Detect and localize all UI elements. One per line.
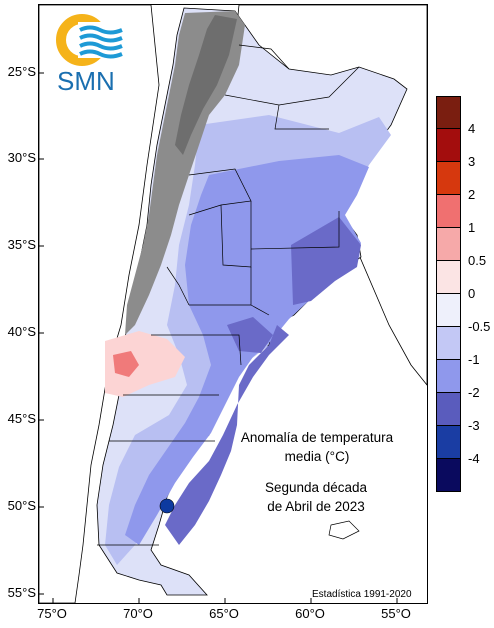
legend-label: 2	[468, 187, 476, 202]
zone-minus-4-spot	[159, 498, 175, 514]
map-period-line-2: de Abril de 2023	[267, 499, 365, 514]
lat-label-55s: 55°S	[7, 585, 36, 600]
legend-swatch	[436, 261, 461, 294]
lon-label-75o: 75°O	[37, 606, 67, 621]
lat-label-25s: 25°S	[7, 64, 36, 79]
andes-relief	[125, 11, 245, 335]
map-period: Segunda década de Abril de 2023	[246, 478, 386, 516]
legend-label: -4	[468, 451, 480, 466]
legend-swatch	[436, 393, 461, 426]
map-period-line-1: Segunda década	[264, 480, 368, 495]
legend-swatch	[436, 195, 461, 228]
zone-minus-3-south	[165, 325, 289, 545]
legend-swatch	[436, 327, 461, 360]
map-title: Anomalía de temperatura media (°C)	[232, 428, 402, 466]
zone-plus-1	[113, 351, 139, 377]
frame-ticks	[39, 72, 398, 603]
legend-swatch	[436, 228, 461, 261]
legend-swatch	[436, 459, 461, 492]
lon-label-70o: 70°O	[123, 606, 153, 621]
lon-label-65o: 65°O	[209, 606, 239, 621]
legend-label: 1	[468, 220, 476, 235]
color-legend	[436, 96, 461, 492]
legend-label: -0.5	[468, 319, 491, 334]
map-title-line-2: media (°C)	[284, 449, 350, 464]
lon-label-60o: 60°O	[295, 606, 325, 621]
legend-swatch	[436, 360, 461, 393]
map-frame	[38, 4, 428, 604]
lon-label-55o: 55°O	[381, 606, 411, 621]
lat-label-40s: 40°S	[7, 324, 36, 339]
source-note: Estadística 1991-2020	[312, 589, 412, 600]
legend-label: -3	[468, 418, 480, 433]
legend-swatch	[436, 162, 461, 195]
anomaly-map	[39, 5, 427, 603]
legend-label: 0	[468, 286, 476, 301]
legend-swatch	[436, 96, 461, 129]
smn-logo-text: SMN	[57, 66, 115, 96]
lat-label-45s: 45°S	[7, 411, 36, 426]
legend-label: 0.5	[468, 253, 487, 268]
legend-swatch	[436, 426, 461, 459]
chile-coast	[39, 5, 160, 603]
legend-label: 3	[468, 154, 476, 169]
map-title-line-1: Anomalía de temperatura	[240, 430, 394, 445]
legend-label: -1	[468, 352, 480, 367]
lat-label-50s: 50°S	[7, 498, 36, 513]
legend-swatch	[436, 294, 461, 327]
zone-plus-0-5	[105, 331, 185, 397]
zone-minus-3-east	[291, 217, 361, 305]
falklands	[328, 520, 360, 540]
legend-label: 4	[468, 121, 476, 136]
zone-minus-3-coast	[227, 317, 273, 353]
lat-label-35s: 35°S	[7, 237, 36, 252]
smn-logo-icon	[56, 14, 123, 66]
province-borders	[97, 44, 360, 546]
legend-label: -2	[468, 385, 480, 400]
andes-relief-dark	[175, 15, 237, 155]
legend-swatch	[436, 129, 461, 162]
lat-label-30s: 30°S	[7, 150, 36, 165]
